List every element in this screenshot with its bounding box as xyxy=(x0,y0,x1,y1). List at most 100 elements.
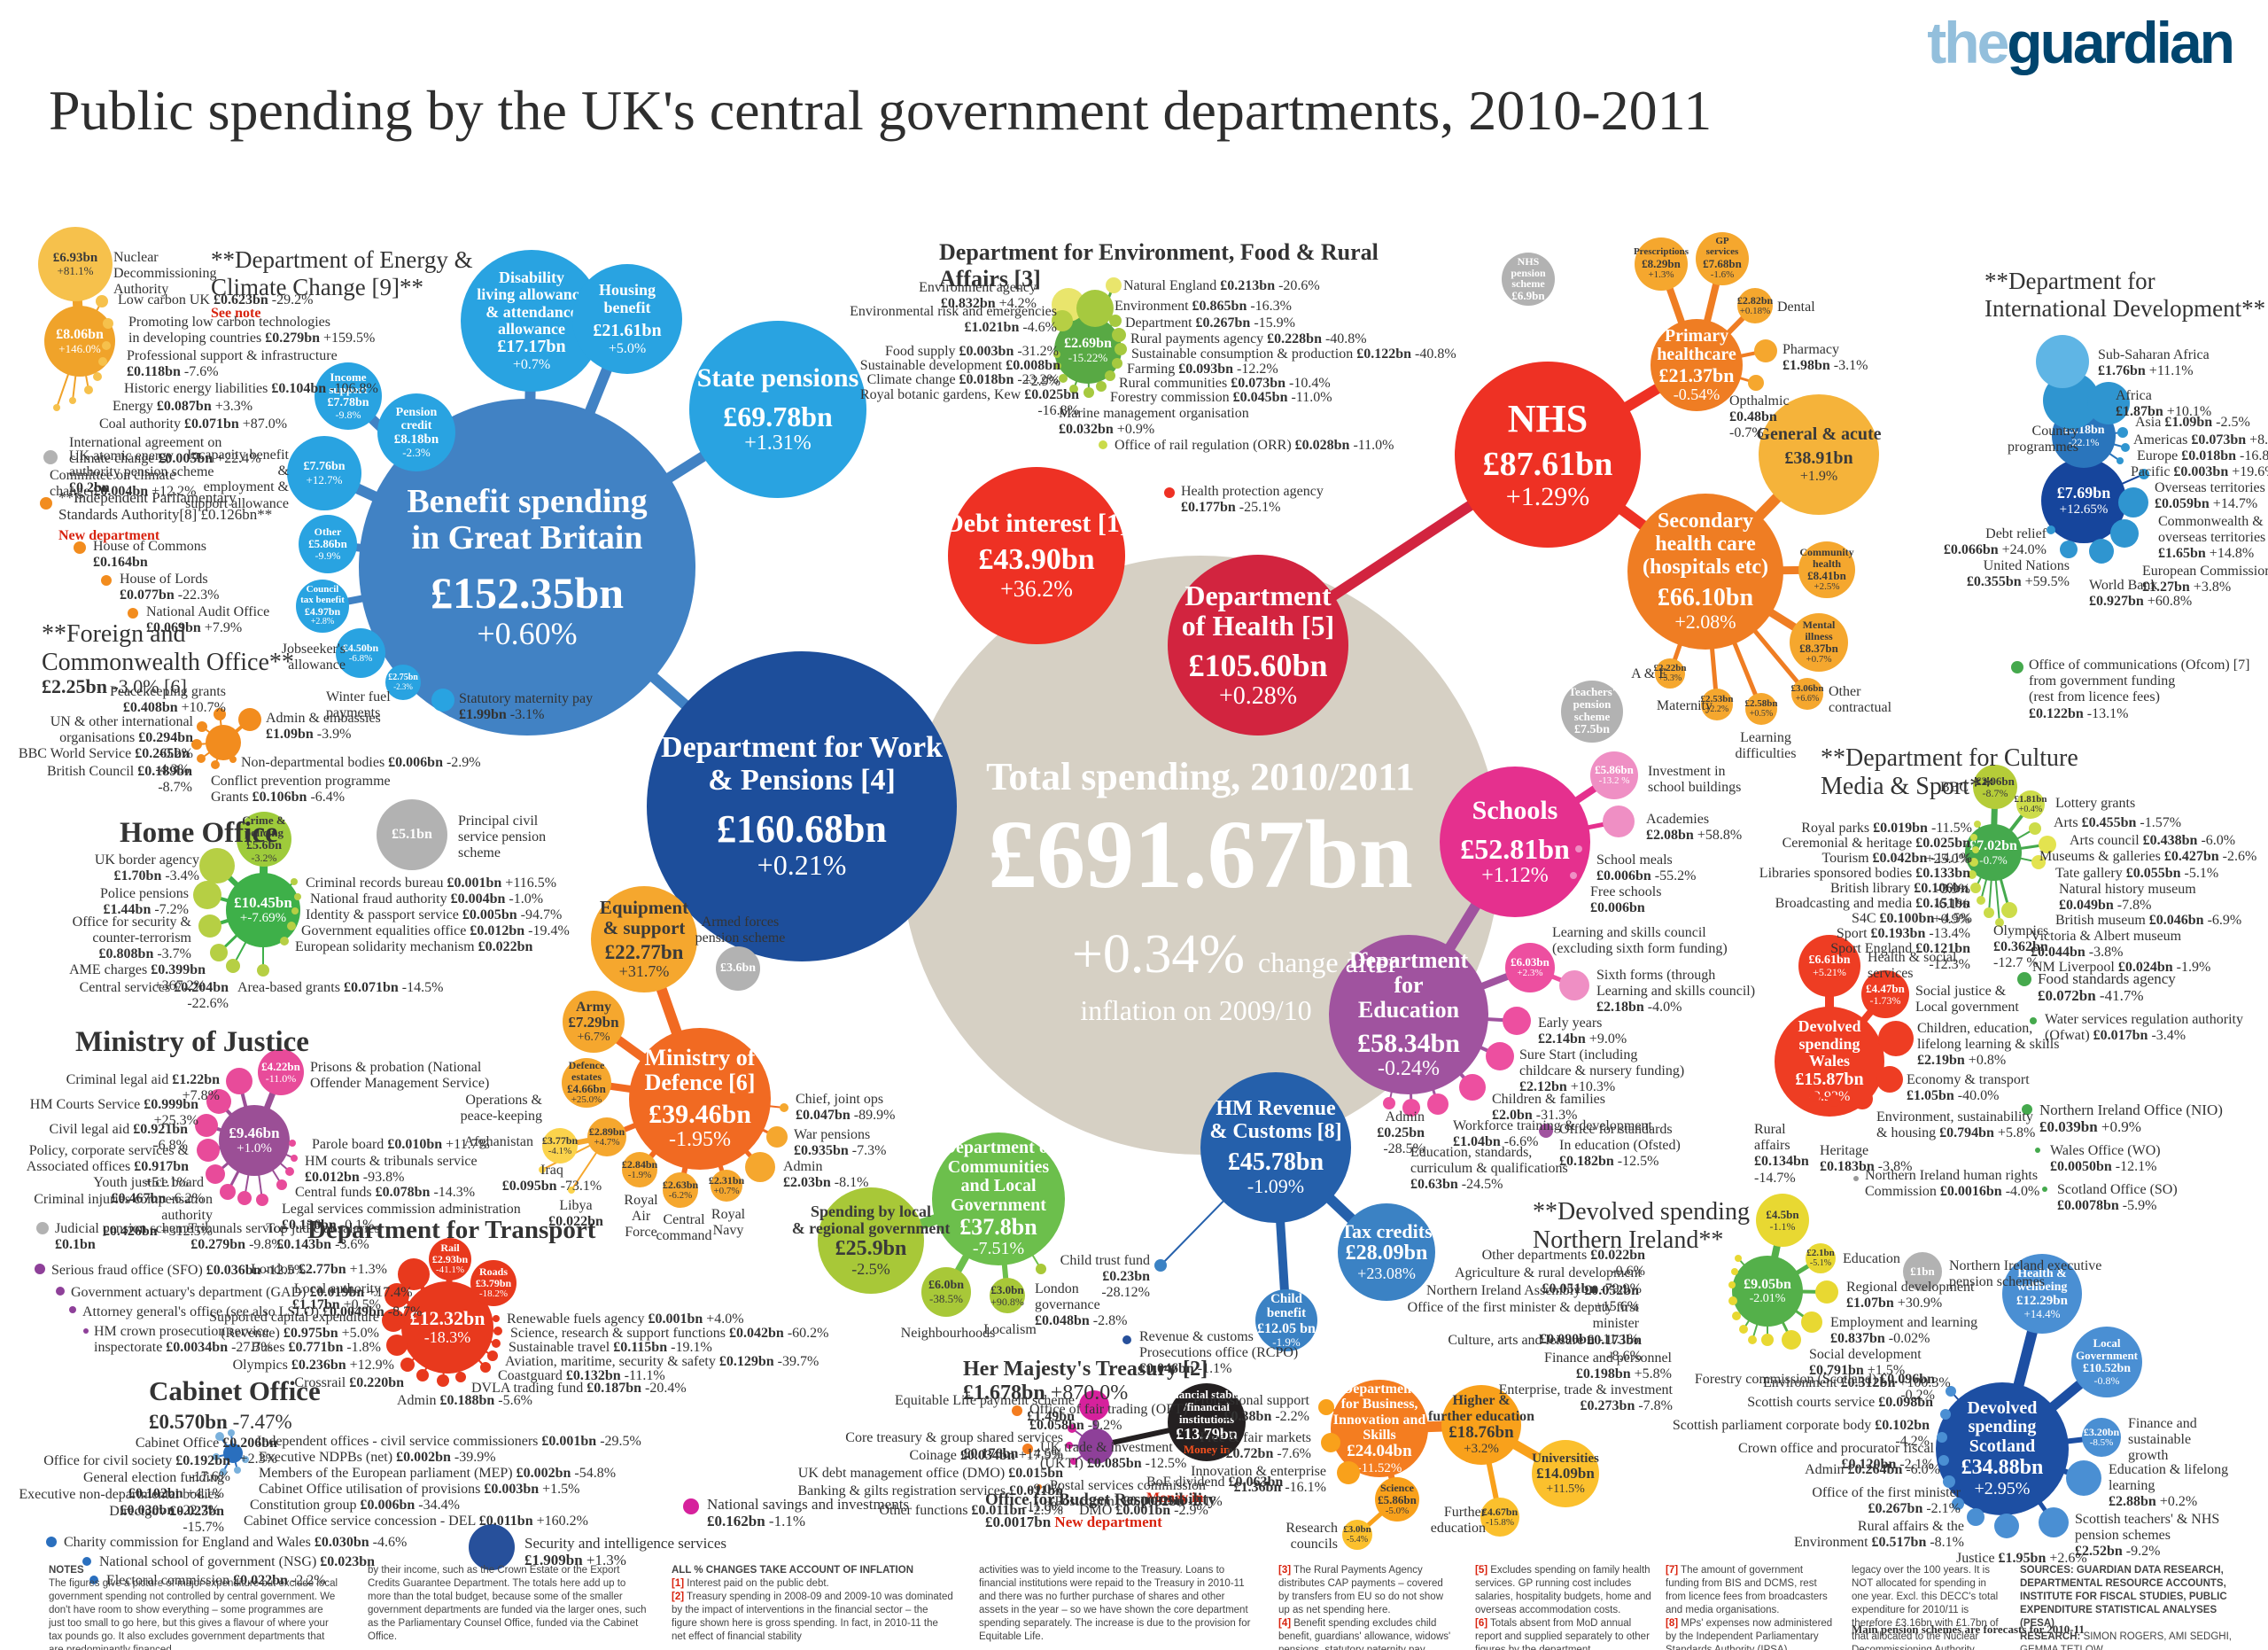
label-dfid-commonwealth: Commonwealth & overseas territories £1.65b… xyxy=(2158,514,2266,562)
label-decc-lowcarbon: Low carbon UK £0.623bn -29.2% xyxy=(118,292,314,307)
bubble-ho_abg xyxy=(257,964,269,977)
bubble-dclg_lg xyxy=(1036,1264,1046,1274)
label-primary-opthalmic: Opthalmic £0.48bn -0.7% xyxy=(1729,393,1790,441)
bubble-d_nate xyxy=(1106,277,1122,293)
bubble-nsg xyxy=(82,1557,91,1566)
label-dfid-debtrelief: Debt relief £0.066bn +24.0% xyxy=(1943,526,2047,558)
label-dcms-britlib: British library £0.106bn -6.1% xyxy=(1829,881,1969,913)
bubble-hpa xyxy=(1164,487,1175,498)
bubble-sec: Secondary health care (hospitals etc) £66.1… xyxy=(1627,494,1783,650)
bubble-d_cc xyxy=(1059,374,1068,383)
bubble-t_d1 xyxy=(1068,1424,1076,1433)
label-tr-london: London £2.77bn +1.3% xyxy=(251,1262,387,1277)
bubble-ni_d2 xyxy=(1731,1268,1738,1275)
label-gad: Government actuary's department (GAD) £0… xyxy=(71,1285,413,1300)
label-hpa: Health protection agency £0.177bn -25.1% xyxy=(1181,484,1324,516)
label-dfid-country: Country programmes xyxy=(2008,424,2078,455)
bubble-dclg_lcl: £3.0bn +90.8% xyxy=(990,1278,1025,1313)
label-hmt-coinage: Coinage £0.034bn +17.9% xyxy=(909,1448,1063,1463)
bubble-moj_cf xyxy=(285,1167,294,1176)
label-sch-freeschools: Free schools £0.006bn xyxy=(1590,884,1662,916)
bubble-w_h: £6.61bn +5.21% xyxy=(1798,935,1860,997)
bubble-mod_chief xyxy=(780,1103,788,1112)
label-sec-maternity: Maternity xyxy=(1656,698,1713,713)
label-defra-forestry: Forestry commission £0.045bn -11.0% xyxy=(1110,390,1332,405)
label-cab-charity: Charity commission for England and Wales… xyxy=(64,1535,408,1550)
bubble-ho_cp: Crime & policing £5.6bn -3.2% xyxy=(237,812,291,867)
bubble-sc_for xyxy=(1946,1386,1956,1397)
label-wales-environment: Environment, sustainability & housing £0.… xyxy=(1876,1109,2036,1141)
bubble-moj_par xyxy=(289,1140,296,1147)
label-moj-criminalaid: Criminal legal aid £1.22bn +7.8% xyxy=(66,1072,220,1104)
bubble-d_for xyxy=(1096,381,1107,392)
bubble-debt: Debt interest [1] £43.90bn +36.2% xyxy=(944,467,1129,644)
bubble-dfe_sure xyxy=(1486,1042,1514,1070)
bubble-d_env xyxy=(1076,290,1114,327)
bubble-ni_rd xyxy=(1815,1280,1838,1304)
bubble-sc_tea xyxy=(2039,1507,2069,1537)
label-decc-coal: Coal authority £0.071bn +87.0% xyxy=(99,416,288,432)
bubble-ni_d1 xyxy=(1735,1255,1742,1262)
bubble-ho_ips xyxy=(291,907,299,915)
bubble-dfid_ec xyxy=(2110,519,2139,548)
label-cab-election: General election funding £0.102bn +4.1% xyxy=(82,1470,224,1502)
bubble-ofwat xyxy=(2030,1017,2037,1024)
bubble-rcpo xyxy=(1122,1335,1131,1344)
bubble-lott: £1.81bn +0.4% xyxy=(2015,790,2047,819)
label-ho-policepensions: Police pensions £1.44bn -7.2% xyxy=(100,886,189,918)
logo-the: the xyxy=(1927,10,2009,75)
label-dcms-bbc: BBC xyxy=(1939,780,1969,795)
bubble-bis_hfe: Higher & further education £18.76bn +3.2% xyxy=(1428,1385,1534,1465)
label-dcms-royalparks: Royal parks £0.019bn -11.5% xyxy=(1801,821,1972,836)
label-dfe-sixthforms: Sixth forms (through Learning and skills … xyxy=(1596,968,1756,1016)
label-moj-tribunals: Tribunals service £0.279bn -9.8% xyxy=(188,1221,286,1253)
label-dfe-earlyyears: Early years £2.14bn +9.0% xyxy=(1538,1016,1627,1047)
bubble-comm: Community health £8.41bn +2.5% xyxy=(1798,541,1855,598)
label-dfid-worldbank: World Bank £0.927bn +60.8% xyxy=(2089,578,2193,610)
label-ho-ukba: UK border agency £1.70bn -3.4% xyxy=(94,852,199,884)
bubble-judpen xyxy=(36,1222,49,1234)
label-wales-rural: Rural affairs £0.134bn -14.7% xyxy=(1754,1122,1809,1186)
label-dclg-london: London governance £0.048bn -2.8% xyxy=(1035,1281,1128,1329)
bubble-f_nd xyxy=(229,756,237,763)
bubble-b_wf: £2.75bn -2.3% xyxy=(385,665,421,700)
bubble-ni_sd xyxy=(1782,1330,1801,1350)
bubble-ni_env xyxy=(1761,1334,1774,1346)
label-ni-assembly: Northern Ireland Assembly £0.052bn +15.6… xyxy=(1426,1283,1639,1315)
note-column-6: [5] Excludes spending on family health s… xyxy=(1475,1565,1651,1650)
label-dcms-heading: **Department for Culture Media & Sport** xyxy=(1821,744,2078,800)
bubble-f_bbc xyxy=(191,739,202,750)
label-dfid-heading: **Department for International Developmen… xyxy=(1984,268,2266,322)
bubble-bis_sci: Science £5.86bn -5.0% xyxy=(1375,1477,1419,1522)
bubble-cab5 xyxy=(234,1467,241,1474)
bubble-dental: £2.82bn +0.18% xyxy=(1737,288,1773,323)
bubble-mod_ops: £2.89bn +4.7% xyxy=(587,1117,626,1156)
bubble-dfid_am xyxy=(2117,427,2128,438)
label-decc-energy: Energy £0.087bn +3.3% xyxy=(113,399,253,414)
label-defra-envrisk: Environmental risk and emergencies £1.021… xyxy=(850,304,1057,336)
bubble-mod_adm xyxy=(745,1152,775,1182)
label-dfe-workforce: Workforce training & development £1.04bn … xyxy=(1453,1118,1652,1150)
label-ni-otherdepts: Other departments £0.022bn -0.6% xyxy=(1481,1248,1645,1280)
bubble-dfe_wt xyxy=(1427,1094,1449,1115)
bubble-t_d2 xyxy=(1066,1442,1073,1449)
bubble-doh: Department of Health [5] £105.60bn +0.28% xyxy=(1168,555,1348,735)
bubble-ukti xyxy=(1022,1444,1033,1454)
bubble-tdt_rail: Rail £2.93bn -41.1% xyxy=(429,1238,471,1280)
bubble-gp: GP services £7.68bn -1.6% xyxy=(1696,232,1749,285)
bubble-secint xyxy=(469,1524,515,1570)
label-cab-value: £0.570bn -7.47% xyxy=(149,1411,292,1433)
bubble-sc_edu xyxy=(2066,1460,2101,1496)
bubble-b_ctax: Council tax benefit £4.97bn +2.8% xyxy=(296,580,349,633)
label-tr-science: Science, research & support functions £0… xyxy=(510,1326,829,1341)
bubble-moj_top xyxy=(256,1194,268,1206)
bubble-gen: General & acute £38.91bn +1.9% xyxy=(1756,394,1882,515)
label-mod-iraq: Iraq £0.095bn -73.1% xyxy=(501,1163,602,1195)
label-tr-aviation: Aviation, maritime, security & safety £0… xyxy=(505,1354,819,1369)
label-fco-un: UN & other international organisations £0… xyxy=(50,714,193,762)
label-cab-concession: Cabinet Office service concession - DEL … xyxy=(244,1514,588,1529)
bubble-f_pk xyxy=(214,708,226,720)
bubble-ho_osct xyxy=(198,915,221,938)
bubble-mod_afg: £3.77bn -4.1% xyxy=(542,1128,578,1164)
